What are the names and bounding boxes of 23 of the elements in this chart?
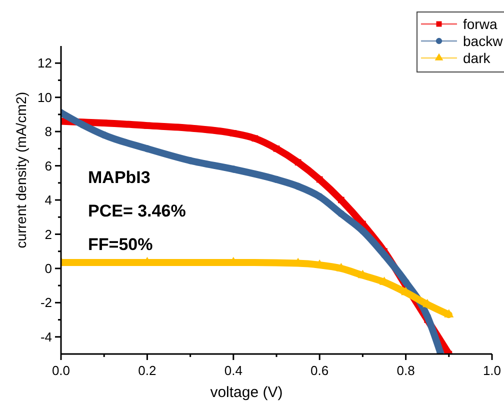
y-tick-label: 6 xyxy=(44,158,52,174)
annotation: MAPbI3 xyxy=(88,168,150,187)
y-tick-label: -4 xyxy=(40,329,52,344)
annotation: PCE= 3.46% xyxy=(88,202,186,220)
legend-label: backw xyxy=(463,32,504,49)
y-tick-label: 2 xyxy=(44,226,52,242)
legend-label: forwa xyxy=(463,16,498,32)
y-tick-label: 12 xyxy=(38,56,52,71)
x-tick-label: 0.2 xyxy=(138,363,156,378)
x-axis-title: voltage (V) xyxy=(210,384,283,401)
y-tick-label: 4 xyxy=(44,192,52,208)
x-tick-label: 0.0 xyxy=(52,363,70,378)
y-tick-label: 10 xyxy=(38,90,52,105)
x-tick-label: 0.4 xyxy=(224,363,242,378)
y-tick-label: 8 xyxy=(44,124,52,140)
y-tick-label: -2 xyxy=(40,295,52,310)
y-axis-title: current density (mA/cm2) xyxy=(13,92,29,248)
x-tick-label: 0.6 xyxy=(310,363,329,378)
annotation: FF=50% xyxy=(88,235,153,254)
legend-label: dark xyxy=(463,50,492,66)
x-tick-label: 0.8 xyxy=(396,363,415,378)
y-tick-label: 0 xyxy=(44,260,52,276)
x-tick-label: 1.0 xyxy=(482,363,502,378)
